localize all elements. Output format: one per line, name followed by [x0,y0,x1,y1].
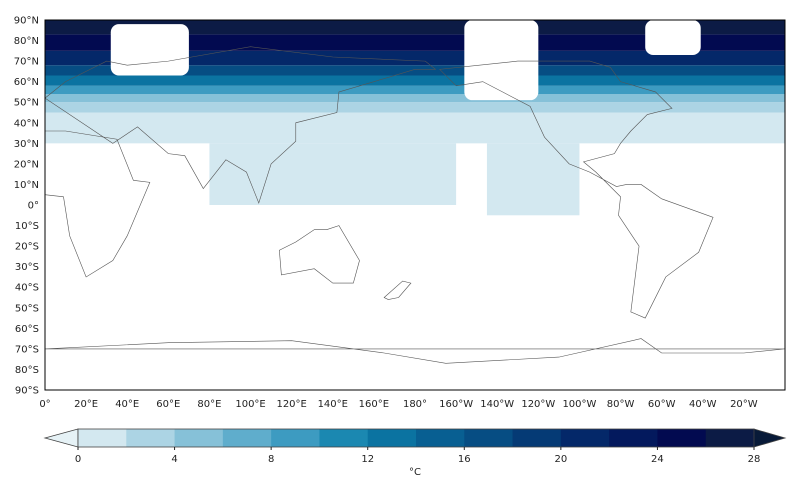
x-tick-label: 140°W [480,399,514,410]
y-tick-label: 60°N [14,77,39,88]
x-tick-label: 140°E [318,399,348,410]
colorbar-tick-label: 0 [75,454,81,465]
x-tick-label: 60°E [156,399,180,410]
y-tick-label: 0° [28,201,39,212]
field-cell [45,85,785,94]
colorbar-tick-label: 4 [171,454,177,465]
x-tick-label: 0° [39,399,50,410]
field-cell [45,75,785,86]
colorbar-extend-low [43,428,79,448]
temperature-field [45,20,785,216]
x-axis-ticks: 0° 20°E 40°E 60°E 80°E 100°E 120°E 140°E 160°E 18… [39,399,757,410]
colorbar-bin [705,429,755,447]
y-tick-label: 90°N [14,16,39,27]
masked-region [464,20,539,101]
x-tick-label: 80°E [197,399,221,410]
map-frame [44,19,786,391]
field-cell [45,20,785,35]
colorbar-ticks: 0 4 8 12 16 20 24 28 [75,447,761,465]
x-tick-label: 60°W [648,399,676,410]
coastline [44,46,437,204]
y-tick-label: 80°S [15,365,39,376]
colorbar-bin [271,429,320,447]
x-tick-label: 100°W [562,399,596,410]
colorbar-tick-label: 16 [458,454,471,465]
x-tick-label: 160°W [439,399,473,410]
coastline [44,130,151,278]
y-axis-ticks: 90°N 80°N 70°N 60°N 50°N 40°N 30°N 20°N 10°N 0° 10… [14,16,39,397]
colorbar-bin [367,429,417,447]
field-cell [45,102,785,113]
x-tick-label: 100°E [235,399,265,410]
field-cell [45,50,785,66]
colorbar-bin [319,429,369,447]
y-tick-label: 40°S [15,283,39,294]
colorbar-bin [416,429,465,447]
colorbar-label: °C [409,467,421,478]
field-cell [45,34,785,51]
x-tick-label: 20°W [730,399,758,410]
y-tick-label: 10°N [14,180,39,191]
colorbar-bin [222,429,272,447]
y-tick-label: 20°N [14,159,39,170]
field-cell [45,94,785,103]
colorbar-tick-label: 20 [554,454,567,465]
x-tick-label: 40°W [689,399,717,410]
y-tick-label: 40°N [14,118,39,129]
colorbar-tick-label: 28 [748,454,761,465]
coastline [439,60,714,319]
coastline [279,225,360,284]
y-tick-label: 30°N [14,139,39,150]
x-tick-label: 20°E [74,399,98,410]
y-tick-label: 50°N [14,98,39,109]
coastline [44,338,786,364]
masked-region [110,24,189,76]
colorbar-outline [77,428,755,448]
colorbar-bin [609,429,658,447]
x-tick-label: 40°E [115,399,139,410]
x-tick-label: 120°W [521,399,555,410]
colorbar-tick-label: 24 [651,454,664,465]
y-tick-label: 80°N [14,36,39,47]
y-tick-label: 10°S [15,221,39,232]
y-tick-label: 30°S [15,262,39,273]
colorbar-bin [78,429,127,447]
colorbar-bin [126,429,176,447]
field-cell [45,112,785,144]
y-tick-label: 70°N [14,57,39,68]
colorbar-tick-label: 12 [361,454,374,465]
y-tick-label: 90°S [15,386,39,397]
field-cell [486,143,580,216]
masked-region [645,20,701,55]
colorbar [43,428,787,448]
colorbar-bin [174,429,224,447]
y-tick-label: 50°S [15,303,39,314]
x-tick-label: 120°E [276,399,306,410]
y-tick-label: 70°S [15,344,39,355]
x-tick-label: 180° [403,399,427,410]
colorbar-tick-label: 8 [268,454,274,465]
colorbar-extend-high [753,428,787,448]
colorbar-bin [464,429,514,447]
x-tick-label: 160°E [359,399,389,410]
colorbar-bin [512,429,562,447]
y-tick-label: 60°S [15,324,39,335]
coastline [383,280,412,300]
field-cell [45,65,785,76]
x-tick-label: 80°W [607,399,635,410]
colorbar-bin [560,429,610,447]
field-cell [209,143,457,205]
y-tick-label: 20°S [15,242,39,253]
colorbar-bin [657,429,707,447]
